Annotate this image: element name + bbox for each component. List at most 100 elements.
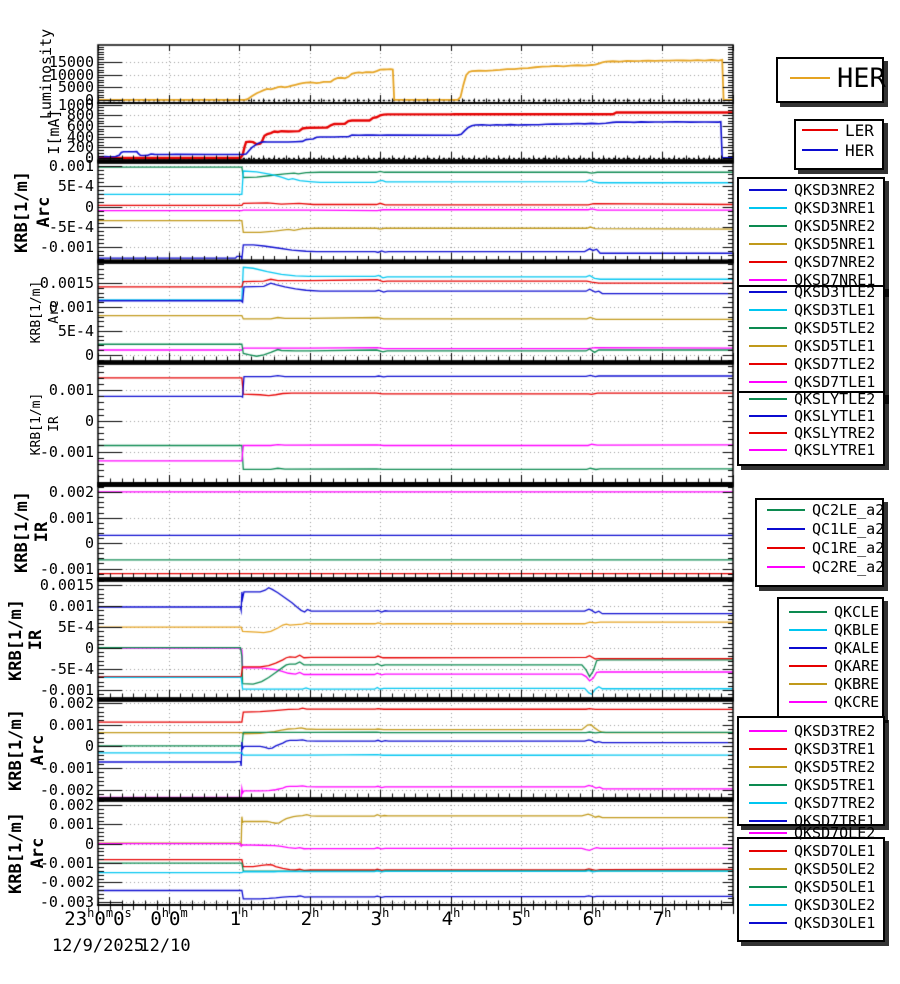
legend-label: QKSD3OLE1 xyxy=(794,914,876,932)
legend-item-QC1LE_a2: QC1LE_a2 xyxy=(767,519,884,539)
ytick-label-panel6: 0.001 xyxy=(48,508,94,527)
legend-item-QKARE: QKARE xyxy=(789,656,879,676)
x-axis-hour-label: 0h0m xyxy=(150,906,187,930)
legend-line-swatch xyxy=(749,730,787,732)
legend-label: HER xyxy=(845,140,874,160)
x-axis-hour-label: 2h xyxy=(300,906,320,930)
x-axis-date-label: 12/10 xyxy=(139,936,191,956)
legend-item-QC2LE_a2: QC2LE_a2 xyxy=(767,500,884,520)
legend-line-swatch xyxy=(789,683,827,685)
legend-item-QKSD3TRE2: QKSD3TRE2 xyxy=(749,721,875,741)
legend-item-QKSD7TLE2: QKSD7TLE2 xyxy=(749,354,875,374)
legend-line-swatch xyxy=(749,415,787,417)
ytick-label-panel4: 5E-4 xyxy=(57,321,94,340)
panel-9-ylabel: KRB[1/m] xyxy=(6,812,26,894)
legend-label: QKSLYTLE1 xyxy=(794,407,876,425)
legend-label: QKSD5OLE2 xyxy=(794,860,876,878)
legend-item-QKSLYTLE2: QKSLYTLE2 xyxy=(749,389,875,409)
x-label-number: 4 xyxy=(441,908,454,930)
x-axis-hour-label: 1h xyxy=(229,906,249,930)
legend-line-swatch xyxy=(749,886,787,888)
legend-item-QKSD5TRE1: QKSD5TRE1 xyxy=(749,775,875,795)
legend-line-swatch xyxy=(749,207,787,209)
legend-line-swatch xyxy=(749,279,787,281)
legend-label: QKSD5OLE1 xyxy=(794,878,876,896)
ytick-label-panel8: 0.002 xyxy=(48,693,94,712)
legend-line-swatch xyxy=(749,868,787,870)
legend-label: QKSD3TRE2 xyxy=(794,722,876,740)
ytick-label-panel8: -0.001 xyxy=(39,759,94,778)
legend-label: QKSD3OLE2 xyxy=(794,896,876,914)
legend-box-current xyxy=(794,119,884,170)
x-label-number: 3 xyxy=(370,908,383,930)
legend-label: QKSD7TRE2 xyxy=(794,794,876,812)
ytick-label-panel3: -0.001 xyxy=(39,237,94,256)
legend-line-swatch xyxy=(749,398,787,400)
x-label-unit: h xyxy=(312,906,320,920)
legend-item-QKSD7NRE2: QKSD7NRE2 xyxy=(749,252,875,272)
legend-label: QKCLE xyxy=(834,603,880,621)
ytick-label-panel7: 0 xyxy=(84,639,94,658)
legend-line-swatch xyxy=(749,832,787,834)
legend-item-QKCLE: QKCLE xyxy=(789,602,879,622)
legend-item-QKSLYTRE2: QKSLYTRE2 xyxy=(749,423,875,443)
legend-item-QKSD7NRE1: QKSD7NRE1 xyxy=(749,270,875,290)
x-label-number: 23 xyxy=(64,908,88,930)
legend-label: QKSLYTLE2 xyxy=(794,390,876,408)
legend-label: QKSLYTRE1 xyxy=(794,441,876,459)
x-label-unit: h xyxy=(87,906,95,920)
ytick-label-panel3: 0 xyxy=(84,197,94,216)
ytick-label-panel3: -5E-4 xyxy=(48,217,94,236)
ytick-label-panel6: -0.001 xyxy=(39,559,94,578)
legend-label: QC2LE_a2 xyxy=(812,501,885,519)
legend-item-QKSD5TRE2: QKSD5TRE2 xyxy=(749,757,875,777)
x-label-unit: h xyxy=(241,906,249,920)
legend-line-swatch xyxy=(789,629,827,631)
legend-item-QKSLYTRE1: QKSLYTRE1 xyxy=(749,440,875,460)
x-label-number: 0 xyxy=(94,908,106,930)
legend-label: QC2RE_a2 xyxy=(812,558,885,576)
x-label-unit: h xyxy=(523,906,531,920)
legend-line-swatch xyxy=(749,850,787,852)
legend-line-swatch xyxy=(749,363,787,365)
ytick-label-panel1: 10000 xyxy=(48,65,94,84)
ytick-label-panel8: 0 xyxy=(84,737,94,756)
legend-label: QC1LE_a2 xyxy=(812,520,885,538)
legend-label: QKSD5TRE2 xyxy=(794,758,876,776)
x-axis-hour-label: 3h xyxy=(370,906,390,930)
legend-item-QKBRE: QKBRE xyxy=(789,674,879,694)
legend-box-tle xyxy=(737,285,885,400)
ytick-label-panel2: 400 xyxy=(66,127,94,146)
legend-line-swatch xyxy=(789,701,827,703)
ytick-label-panel8: 0.001 xyxy=(48,715,94,734)
legend-box-nre xyxy=(737,177,885,293)
legend-line-swatch xyxy=(749,189,787,191)
x-axis-hour-label: 23h0m0s xyxy=(64,906,132,930)
legend-line-swatch xyxy=(749,243,787,245)
legend-item-QC2RE_a2: QC2RE_a2 xyxy=(767,557,884,577)
ytick-label-panel1: 0 xyxy=(84,91,94,109)
legend-line-swatch xyxy=(749,766,787,768)
legend-label: QC1RE_a2 xyxy=(812,539,885,557)
ytick-label-panel1: 15000 xyxy=(48,52,94,71)
legend-line-swatch xyxy=(749,922,787,924)
legend-label: QKSD7TLE1 xyxy=(794,373,876,391)
x-label-unit: h xyxy=(161,906,169,920)
legend-item-QC1RE_a2: QC1RE_a2 xyxy=(767,538,884,558)
x-axis-hour-label: 5h xyxy=(511,906,531,930)
x-label-number: 2 xyxy=(300,908,313,930)
legend-item-LER: LER xyxy=(802,120,874,140)
x-label-number: 5 xyxy=(511,908,524,930)
legend-box-luminosity xyxy=(776,57,884,103)
x-label-number: 1 xyxy=(229,908,242,930)
x-label-number: 0 xyxy=(169,908,181,930)
ytick-label-panel4: 0 xyxy=(84,345,94,364)
legend-line-swatch xyxy=(749,381,787,383)
legend-item-QKSD3NRE2: QKSD3NRE2 xyxy=(749,180,875,200)
legend-item-QKCRE: QKCRE xyxy=(789,692,879,712)
ytick-label-panel4: 0.0015 xyxy=(39,274,94,293)
legend-line-swatch xyxy=(767,547,805,549)
legend-item-QKSD3OLE1: QKSD3OLE1 xyxy=(749,913,875,933)
ytick-label-panel7: -0.001 xyxy=(39,681,94,700)
